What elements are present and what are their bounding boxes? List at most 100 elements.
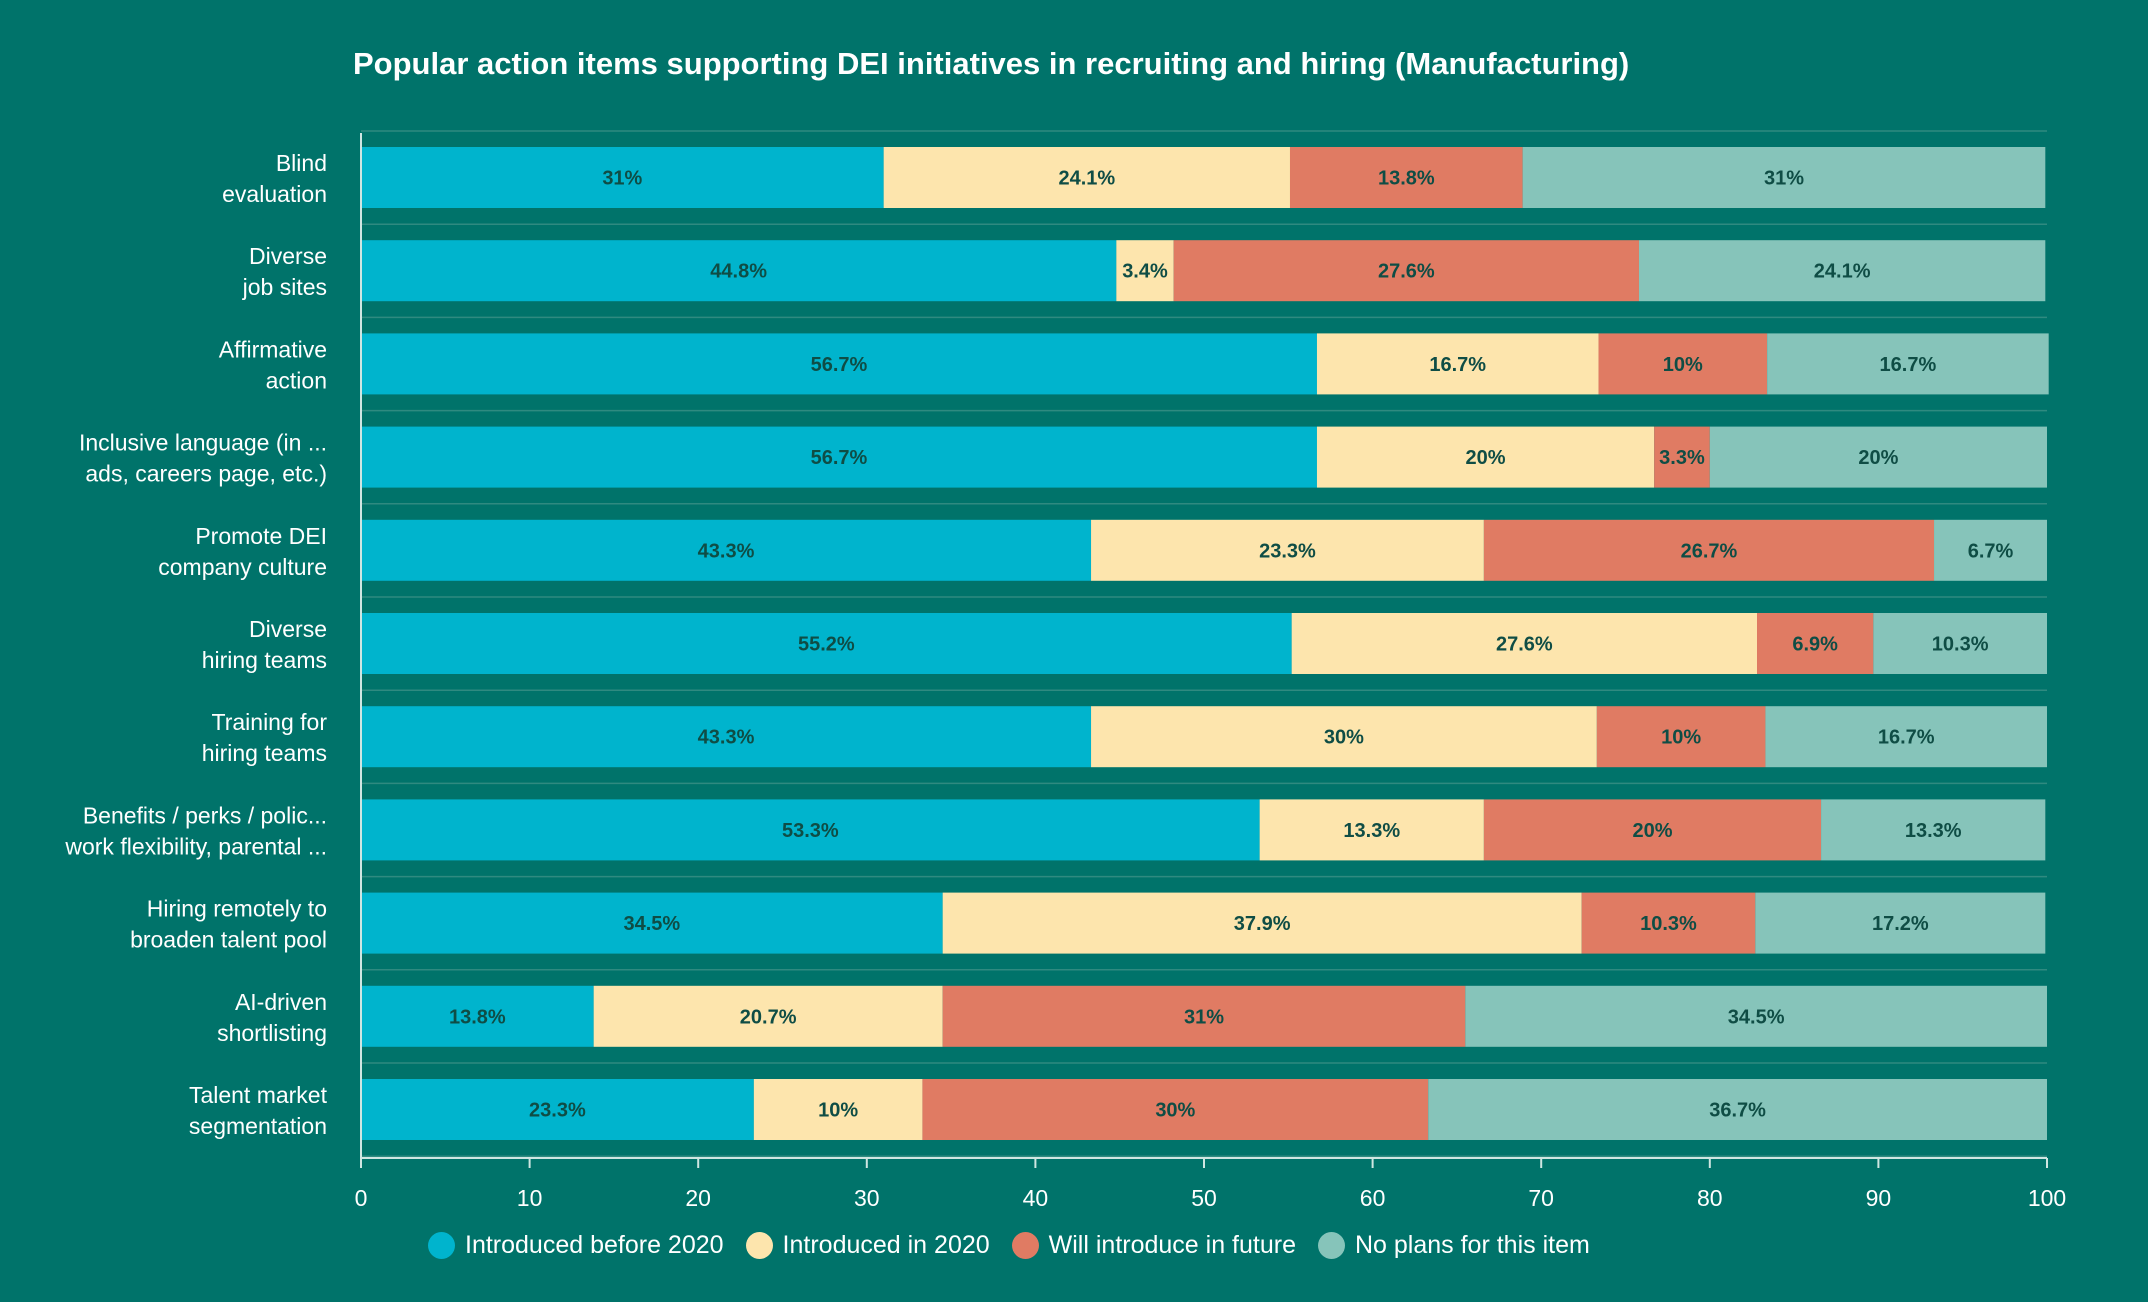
bar-segment [361, 985, 594, 1047]
legend-swatch [745, 1231, 773, 1259]
data-label: 20.7% [740, 1006, 797, 1028]
category-label: Training for [212, 709, 328, 735]
data-label: 24.1% [1814, 261, 1871, 283]
data-label: 30% [1324, 727, 1364, 749]
bar-segment [1465, 985, 2047, 1047]
data-label: 20% [1632, 820, 1672, 842]
data-label: 10.3% [1640, 913, 1697, 935]
bar-segment [1116, 240, 1174, 302]
category-label: hiring teams [202, 740, 327, 766]
category-label: job sites [242, 274, 327, 300]
bar-segment [1091, 519, 1484, 581]
category-label: Diverse [249, 616, 327, 642]
bar-segment [922, 1079, 1429, 1140]
bar-segment [1173, 240, 1639, 302]
legend-item: Introduced before 2020 [428, 1231, 724, 1260]
category-label: ads, careers page, etc.) [85, 461, 327, 487]
data-label: 53.3% [782, 820, 839, 842]
data-label: 16.7% [1878, 727, 1935, 749]
chart-title: Popular action items supporting DEI init… [353, 46, 1630, 81]
bar-segment [361, 613, 1292, 674]
data-label: 37.9% [1234, 913, 1291, 935]
bar-segment [361, 799, 1260, 861]
bar-segment [1709, 426, 2047, 488]
bar-segment [1654, 426, 1710, 488]
bar-segment [942, 985, 1466, 1047]
data-label: 34.5% [623, 913, 680, 935]
category-label: evaluation [222, 181, 327, 207]
data-label: 3.4% [1122, 261, 1168, 283]
bar-segment [1821, 799, 2046, 861]
category-label: Inclusive language (in ... [79, 430, 327, 456]
bar-segment [1483, 799, 1822, 861]
category-label: segmentation [189, 1113, 327, 1139]
bar-segment [361, 240, 1117, 302]
legend-item: No plans for this item [1317, 1230, 1590, 1260]
bar-segment [1873, 613, 2047, 674]
data-label: 56.7% [811, 447, 868, 469]
data-label: 56.7% [811, 354, 868, 376]
bar-segment [753, 1079, 923, 1140]
bar-segment [361, 333, 1317, 395]
bar-segment [361, 706, 1092, 768]
data-label: 23.3% [529, 1100, 586, 1122]
bar-segment [361, 426, 1317, 488]
data-label: 44.8% [710, 261, 767, 283]
bar-segment [593, 985, 943, 1047]
category-label: broaden talent pool [130, 927, 327, 953]
data-label: 43.3% [698, 540, 755, 562]
data-label: 27.6% [1378, 261, 1435, 283]
data-label: 6.9% [1792, 634, 1838, 656]
bar-segment [1091, 706, 1597, 768]
data-label: 13.3% [1905, 820, 1962, 842]
legend-label: No plans for this item [1354, 1230, 1590, 1259]
x-tick-label: 70 [1528, 1185, 1554, 1211]
legend-swatch [428, 1231, 455, 1259]
category-label: company culture [158, 554, 327, 580]
bar-segment [1638, 240, 2046, 302]
data-label: 6.7% [1968, 540, 2014, 562]
category-label: Promote DEI [195, 523, 327, 549]
x-tick-label: 40 [1023, 1185, 1049, 1211]
data-label: 17.2% [1872, 913, 1929, 935]
bar-segment [942, 892, 1582, 954]
data-label: 43.3% [698, 727, 755, 749]
bar-segment [1316, 333, 1599, 395]
data-label: 36.7% [1709, 1100, 1766, 1122]
data-label: 13.8% [1378, 168, 1435, 190]
legend-item: Will introduce in future [1011, 1230, 1296, 1260]
bar-segment [1757, 613, 1874, 674]
bar-segment [361, 892, 943, 954]
x-tick-label: 90 [1866, 1185, 1892, 1211]
bar-segment [1755, 892, 2046, 954]
legend-swatch [1011, 1231, 1039, 1259]
category-label: work flexibility, parental ... [64, 833, 327, 859]
bar-segment [1316, 426, 1655, 488]
bar-segment [361, 1079, 754, 1140]
data-label: 31% [1764, 168, 1804, 190]
legend-label: Introduced in 2020 [782, 1230, 990, 1259]
data-label: 10.3% [1932, 634, 1989, 656]
bar-segment [1428, 1079, 2047, 1140]
legend-label: Will introduce in future [1048, 1230, 1296, 1259]
bar-segment [1934, 519, 2047, 581]
x-tick-label: 30 [854, 1185, 880, 1211]
category-label: shortlisting [217, 1020, 327, 1046]
data-label: 31% [1184, 1006, 1224, 1028]
data-label: 23.3% [1259, 540, 1316, 562]
data-label: 34.5% [1728, 1006, 1785, 1028]
x-tick-label: 50 [1191, 1185, 1217, 1211]
data-label: 30% [1155, 1100, 1195, 1122]
legend-label: Introduced before 2020 [465, 1230, 724, 1259]
data-label: 31% [602, 168, 642, 190]
bar-segment [1598, 333, 1768, 395]
bar-segment [1596, 706, 1766, 768]
data-label: 10% [1661, 727, 1701, 749]
category-label: Hiring remotely to [147, 896, 327, 922]
data-label: 26.7% [1681, 540, 1738, 562]
data-label: 55.2% [798, 634, 855, 656]
bar-segment [361, 519, 1092, 581]
category-label: action [266, 367, 327, 393]
data-label: 10% [818, 1100, 858, 1122]
